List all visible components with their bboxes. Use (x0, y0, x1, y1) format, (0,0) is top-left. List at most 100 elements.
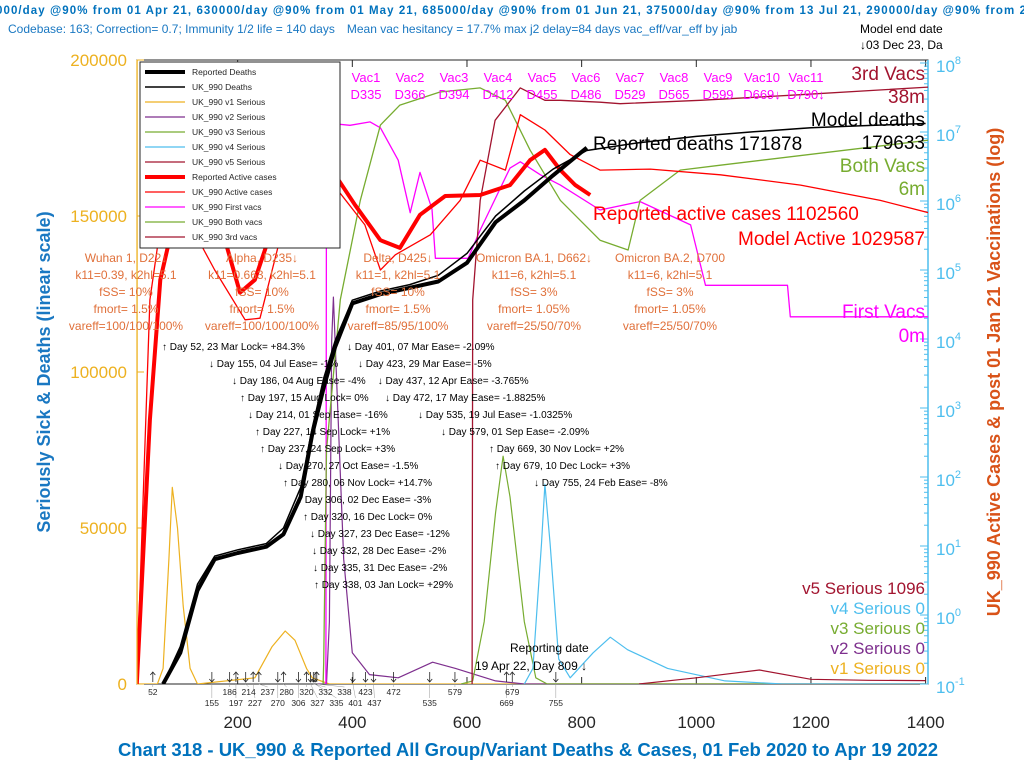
vac-marker-day: D366 (394, 87, 425, 102)
intervention-leader-line (352, 683, 356, 699)
variant-annotation: k11=6, k2hl=5.1 (628, 268, 713, 282)
y-tick-label-right: 105 (936, 262, 961, 283)
down-arrow-icon (362, 672, 369, 683)
intervention-annotation: ↓ Day 270, 27 Oct Ease= -1.5% (278, 461, 418, 472)
variant-annotation: k11=6, k2hl=5.1 (492, 268, 577, 282)
intervention-day-tick: 401 (348, 698, 362, 708)
y-tick-label-right: 106 (936, 193, 961, 214)
intervention-annotation: ↑ Day 197, 15 Aug Lock= 0% (240, 393, 369, 404)
series-line-reported-deaths (161, 146, 589, 684)
intervention-annotation: ↓ Day 332, 28 Dec Ease= -2% (312, 546, 446, 557)
down-arrow-icon (452, 672, 458, 683)
variant-annotation: fmort= 1.5% (93, 302, 158, 316)
up-arrow-icon (233, 671, 239, 682)
vac-marker-label: Vac10 (744, 70, 780, 85)
legend-entry: UK_990 v3 Serious (192, 127, 265, 137)
intervention-day-tick: 437 (367, 698, 381, 708)
vac-marker-label: Vac1 (352, 70, 381, 85)
variant-annotation: Omicron BA.2, D700 (615, 251, 725, 265)
y-tick-label-right: 104 (936, 331, 961, 352)
intervention-annotation: ↓ Day 579, 01 Sep Ease= -2.09% (441, 427, 589, 438)
intervention-leader-line (258, 683, 268, 688)
intervention-annotation: ↓ Day 423, 29 Mar Ease= -5% (358, 359, 492, 370)
series-end-label: Both Vacs (840, 156, 925, 177)
intervention-annotation: ↓ Day 306, 02 Dec Ease= -3% (297, 495, 431, 506)
intervention-day-tick: 423 (358, 687, 372, 697)
intervention-day-tick: 52 (148, 687, 158, 697)
intervention-day-tick: 335 (329, 698, 343, 708)
intervention-day-tick: 332 (318, 687, 332, 697)
down-arrow-icon (370, 672, 377, 683)
intervention-annotation: ↓ Day 335, 31 Dec Ease= -2% (313, 563, 447, 574)
up-arrow-icon (503, 671, 510, 682)
y-tick-label-left: 200000 (70, 51, 127, 70)
variant-annotation: vareff=25/50/70% (623, 319, 718, 333)
reporting-date-value: 19 Apr 22, Day 809 ↓ (475, 659, 587, 673)
down-arrow-icon (242, 672, 249, 683)
down-arrow-icon (426, 672, 433, 683)
x-tick-label: 1200 (792, 713, 830, 732)
legend: Reported Deaths UK_990 Deaths UK_990 v1 Se… (139, 61, 341, 249)
down-arrow-icon (226, 672, 233, 683)
intervention-day-tick: 535 (423, 698, 437, 708)
header-line2a: Codebase: 163; Correction= 0.7; Immunity… (8, 22, 335, 36)
legend-entry: Reported Active cases (192, 172, 277, 182)
series-line-uk-990-v5-serious (638, 669, 926, 684)
series-end-label: First Vacs (842, 302, 925, 323)
vac-marker-day: D486 (570, 87, 601, 102)
intervention-annotation: ↓ Day 186, 04 Aug Ease= -4% (232, 376, 366, 387)
intervention-day-tick: 320 (299, 687, 313, 697)
series-line-uk-990-v1-serious (137, 486, 926, 684)
vac-marker-day: D335 (350, 87, 381, 102)
intervention-leader-line (373, 683, 375, 699)
series-end-label: 0m (899, 326, 925, 347)
x-tick-label: 800 (567, 713, 595, 732)
variant-annotation: fSS= 10% (371, 285, 425, 299)
intervention-day-tick: 214 (242, 687, 256, 697)
legend-box (139, 61, 341, 249)
y-tick-label-right: 107 (936, 124, 961, 145)
variant-annotation: vareff=25/50/70% (487, 319, 582, 333)
model-end-value: ↓03 Dec 23, Da (860, 38, 943, 52)
series-end-label: Reported deaths 171878 (593, 134, 802, 155)
intervention-day-tick: 679 (505, 687, 519, 697)
vac-marker-day: D790↓ (787, 87, 825, 102)
intervention-day-tick: 338 (337, 687, 351, 697)
series-line-uk-990-v4-serious (523, 483, 926, 684)
series-end-label: 38m (888, 87, 925, 108)
intervention-day-tick: 327 (310, 698, 324, 708)
intervention-annotation: ↑ Day 338, 03 Jan Lock= +29% (314, 580, 453, 591)
series-line-uk-990-v3-serious (461, 455, 926, 684)
y-tick-label-right: 102 (936, 469, 961, 490)
variant-annotation: k11=0.39, k2hl=5.1 (75, 268, 177, 282)
intervention-day-tick: 270 (271, 698, 285, 708)
vac-marker-label: Vac7 (616, 70, 645, 85)
variant-annotation: fSS= 10% (99, 285, 153, 299)
intervention-leader-line (316, 683, 345, 688)
legend-entry: UK_990 3rd vacs (192, 232, 257, 242)
intervention-day-tick: 197 (229, 698, 243, 708)
y-axis-label-left: Seriously Sick & Deaths (linear scale) (34, 211, 54, 532)
intervention-leader-line (313, 683, 326, 688)
variant-annotation: fmort= 1.05% (498, 302, 570, 316)
series-line-uk-990-both-vacs (322, 87, 928, 684)
y-tick-label-right: 100 (936, 607, 961, 628)
variant-annotation: vareff=100/100/100% (205, 319, 320, 333)
down-arrow-icon (209, 672, 215, 683)
legend-entry: UK_990 First vacs (192, 202, 261, 212)
vac-marker-label: Vac11 (789, 70, 824, 85)
intervention-annotation: ↓ Day 327, 23 Dec Ease= -12% (310, 529, 450, 540)
y-axis-label-right: UK_990 Active Cases & post 01 Jan 21 Vac… (984, 128, 1004, 617)
series-end-label: v2 Serious 0 (831, 639, 926, 658)
intervention-leader-line (245, 683, 249, 688)
variant-annotation: k11=0.663, k2hl=5.1 (208, 268, 316, 282)
variant-annotation: fSS= 3% (510, 285, 557, 299)
series-end-label: v3 Serious 0 (831, 619, 926, 638)
intervention-leader-line (310, 683, 318, 699)
vac-marker-label: Vac5 (528, 70, 557, 85)
vac-marker-day: D529 (614, 87, 645, 102)
variant-annotation: vareff=100/100/100% (69, 319, 184, 333)
series-end-label: v4 Serious 0 (831, 599, 926, 618)
series-end-label: 6m (899, 179, 925, 200)
intervention-day-tick: 227 (248, 698, 262, 708)
